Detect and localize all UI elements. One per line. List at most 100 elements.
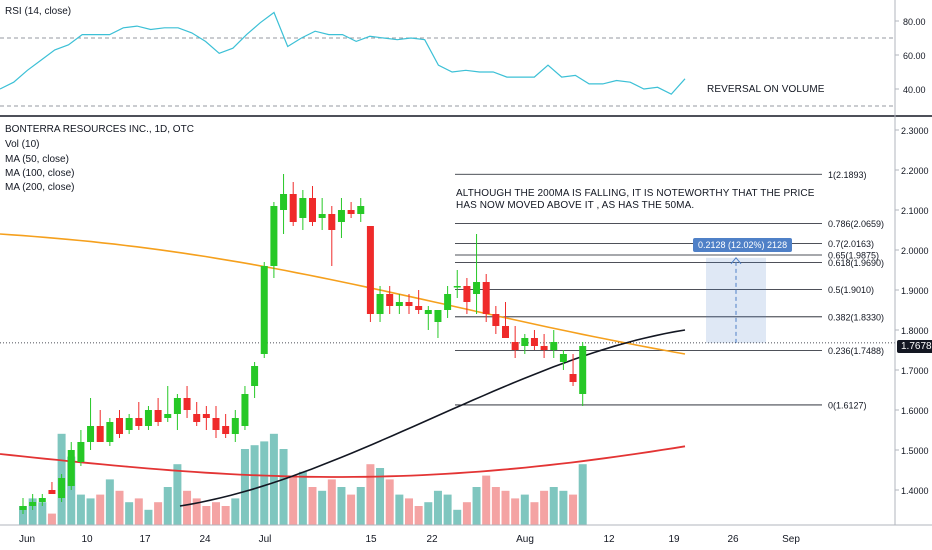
- time-axis-label: 22: [426, 534, 438, 545]
- volume-bar: [115, 490, 124, 525]
- candle-body: [337, 210, 345, 222]
- candle-body: [251, 366, 259, 386]
- volume-bar: [28, 498, 37, 525]
- ma50-line: [179, 329, 686, 507]
- time-axis-label: Jun: [19, 534, 35, 545]
- ma100-line: [0, 233, 686, 355]
- candle-body: [376, 294, 384, 314]
- volume-bar: [472, 487, 481, 525]
- candle-body: [125, 418, 133, 430]
- volume-bar: [47, 513, 56, 525]
- volume-bar: [19, 506, 27, 525]
- volume-bar: [173, 464, 182, 525]
- volume-bar: [279, 449, 288, 525]
- volume-bar: [125, 502, 134, 525]
- measure-label[interactable]: 0.2128 (12.02%) 2128: [693, 238, 793, 252]
- candle-body: [550, 342, 558, 350]
- volume-bar: [163, 487, 172, 525]
- candle-body: [58, 478, 66, 498]
- candle-body: [492, 314, 500, 326]
- candle-body: [444, 294, 452, 310]
- candle-body: [106, 422, 114, 442]
- symbol-title[interactable]: BONTERRA RESOURCES INC., 1D, OTC: [5, 124, 194, 135]
- price-tick-label: 2.2000: [901, 166, 929, 176]
- time-axis-label: Aug: [516, 534, 534, 545]
- time-axis-label: 15: [365, 534, 377, 545]
- legend-ma200[interactable]: MA (200, close): [5, 182, 75, 193]
- price-tick-label: 1.8000: [901, 326, 929, 336]
- candle-body: [357, 206, 365, 214]
- candle-body: [502, 326, 509, 338]
- volume-bar: [453, 509, 462, 525]
- time-axis-label: Jul: [259, 534, 272, 545]
- candle-body: [434, 310, 442, 322]
- volume-bar: [86, 498, 95, 525]
- volume-bar: [549, 487, 558, 525]
- candle-body: [579, 346, 587, 394]
- time-axis-label: 24: [199, 534, 211, 545]
- volume-bar: [134, 498, 143, 525]
- candle-body: [183, 398, 191, 410]
- volume-bar: [96, 494, 105, 525]
- time-axis-label: 26: [727, 534, 739, 545]
- rsi-line: [0, 11, 686, 95]
- time-axis-label: 12: [603, 534, 615, 545]
- legend-ma50[interactable]: MA (50, close): [5, 154, 69, 165]
- candle-body: [202, 414, 210, 418]
- candle-body: [29, 502, 37, 506]
- candle-body: [540, 346, 548, 350]
- volume-bar: [578, 464, 587, 525]
- candle-body: [453, 286, 461, 288]
- price-tick-label: 1.4000: [901, 486, 929, 496]
- price-tick-label: 2.0000: [901, 246, 929, 256]
- rsi-tick-label: 80.00: [903, 17, 926, 27]
- volume-bar: [231, 498, 240, 525]
- price-panel: 1(2.1893) 0.786(2.0659) 0.7(2.0163) 0.65(1.…: [0, 170, 895, 525]
- candle-body: [270, 206, 278, 266]
- candle-body: [193, 414, 201, 422]
- fib-level-label: 0.382(1.8330): [828, 312, 884, 322]
- volume-bar: [462, 502, 471, 525]
- candle-body: [87, 426, 95, 442]
- annotation-line-1: ALTHOUGH THE 200MA IS FALLING, IT IS NOT…: [456, 188, 815, 199]
- rsi-tick-label: 40.00: [903, 85, 926, 95]
- candle-body: [222, 426, 230, 434]
- candle-body: [569, 374, 577, 382]
- measure-arrowhead: [730, 256, 742, 265]
- rsi-panel: [0, 11, 895, 107]
- candle-body: [395, 302, 403, 306]
- candle-body: [289, 194, 297, 222]
- volume-bar: [482, 475, 491, 525]
- legend-ma100[interactable]: MA (100, close): [5, 168, 75, 179]
- candle-body: [511, 342, 519, 350]
- candle-body: [280, 194, 288, 210]
- candle-body: [347, 210, 355, 214]
- volume-bar: [144, 509, 153, 525]
- volume-bar: [154, 502, 163, 525]
- candle-body: [135, 418, 143, 426]
- volume-bar: [212, 502, 220, 525]
- candle-body: [318, 214, 326, 218]
- ma200-line: [0, 445, 686, 478]
- candle-body: [38, 498, 46, 502]
- volume-bar: [385, 479, 394, 525]
- volume-bar: [347, 494, 356, 525]
- volume-bar: [260, 441, 269, 525]
- price-tick-label: 1.9000: [901, 286, 929, 296]
- volume-bar: [366, 464, 375, 525]
- candle-body: [164, 414, 172, 418]
- volume-bar: [376, 468, 385, 525]
- time-axis-label: 19: [668, 534, 680, 545]
- price-tick-label: 1.5000: [901, 446, 929, 456]
- candle-body: [96, 426, 104, 442]
- candle-body: [424, 310, 432, 314]
- candle-body: [212, 418, 220, 430]
- fib-level-label: 0.5(1.9010): [828, 285, 874, 295]
- volume-bar: [540, 490, 549, 525]
- volume-bar: [491, 487, 500, 525]
- volume-bar: [105, 479, 114, 525]
- volume-bar: [520, 494, 529, 525]
- legend-vol[interactable]: Vol (10): [5, 139, 40, 150]
- price-tick-label: 2.1000: [901, 206, 929, 216]
